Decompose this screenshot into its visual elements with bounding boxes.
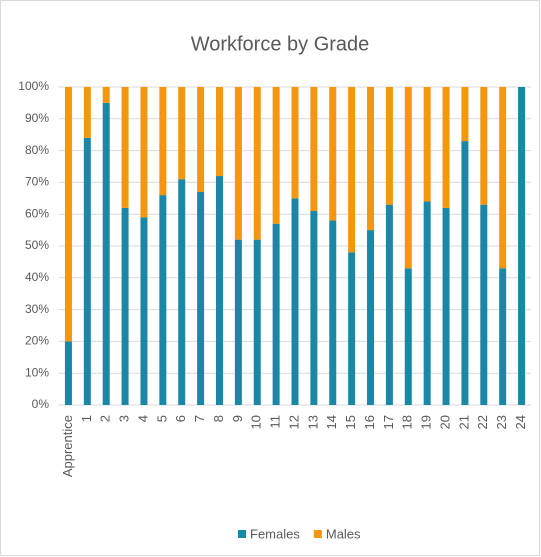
x-tick-label: 15 [343, 415, 358, 429]
bar-segment [215, 87, 223, 177]
bar-segment [499, 87, 507, 269]
legend-label: Females [250, 526, 300, 541]
legend-label: Males [326, 526, 361, 541]
bar-segment [291, 198, 299, 405]
x-tick-label: 5 [154, 415, 169, 422]
bar-segment [385, 87, 393, 205]
x-tick-label: 8 [211, 415, 226, 422]
bar-segment [234, 239, 242, 405]
x-tick-label: 11 [268, 415, 283, 429]
bar-segment [310, 211, 318, 405]
bar-segment [367, 230, 375, 405]
bar-segment [197, 191, 205, 405]
bar-segment [310, 87, 318, 212]
x-tick-label: 23 [494, 415, 509, 429]
legend-swatch [313, 530, 322, 538]
bar-segment [234, 87, 242, 240]
x-tick-label: 9 [230, 415, 245, 422]
y-tick-label: 40% [25, 270, 49, 284]
y-tick-label: 100% [18, 79, 49, 93]
y-tick-label: 10% [25, 365, 49, 379]
bar-segment [404, 268, 412, 405]
bar-segment [518, 87, 526, 405]
x-tick-label: 24 [513, 415, 528, 429]
x-tick-label: 7 [192, 415, 207, 422]
x-tick-label: 1 [79, 415, 94, 422]
x-tick-label: 22 [475, 415, 490, 429]
x-tick-label: 17 [381, 415, 396, 429]
bar-segment [253, 239, 261, 405]
bar-segment [291, 87, 299, 199]
y-tick-label: 0% [32, 397, 50, 411]
bar-segment [461, 87, 469, 142]
bar-segment [461, 141, 469, 405]
bar-segment [159, 195, 167, 405]
x-tick-label: 6 [173, 415, 188, 422]
y-tick-label: 70% [25, 175, 49, 189]
bar-segment [102, 102, 110, 406]
bar-segment [83, 87, 91, 138]
bar-segment [499, 268, 507, 405]
bar-segment [329, 87, 337, 221]
bar-segment [178, 87, 186, 180]
x-tick-label: 20 [437, 415, 452, 429]
x-tick-label: 19 [419, 415, 434, 429]
bar-segment [480, 87, 488, 205]
bar-segment [253, 87, 261, 240]
bar-segment [348, 252, 356, 405]
x-tick-label: 12 [286, 415, 301, 429]
bar-segment [64, 87, 72, 342]
bar-segment [178, 179, 186, 405]
x-tick-label: 13 [305, 415, 320, 429]
chart-title: Workforce by Grade [191, 33, 370, 55]
bar-segment [423, 201, 431, 405]
x-tick-label: 2 [98, 415, 113, 422]
bar-segment [348, 87, 356, 253]
x-tick-label: 4 [135, 415, 150, 422]
bar-segment [121, 207, 129, 405]
bar-segment [215, 176, 223, 405]
bar-segment [64, 341, 72, 405]
x-tick-label: 14 [324, 415, 339, 429]
y-tick-label: 80% [25, 143, 49, 157]
bar-segment [480, 204, 488, 405]
bar-segment [272, 223, 280, 405]
y-tick-label: 30% [25, 302, 49, 316]
bar-segment [140, 217, 148, 405]
bar-segment [329, 220, 337, 405]
bar-segment [367, 87, 375, 231]
y-tick-label: 60% [25, 206, 49, 220]
x-tick-label: Apprentice [60, 415, 75, 477]
y-tick-label: 20% [25, 334, 49, 348]
bar-segment [159, 87, 167, 196]
x-tick-label: 10 [249, 415, 264, 429]
bar-segment [197, 87, 205, 192]
legend-swatch [238, 530, 246, 538]
bar-segment [442, 207, 450, 405]
bar-segment [385, 204, 393, 405]
x-tick-label: 3 [117, 415, 132, 422]
x-tick-label: 16 [362, 415, 377, 429]
x-tick-label: 21 [456, 415, 471, 429]
bar-segment [83, 137, 91, 405]
y-tick-label: 90% [25, 111, 49, 125]
bar-segment [423, 87, 431, 202]
bar-segment [102, 87, 110, 103]
bar-segment [442, 87, 450, 208]
bar-segment [140, 87, 148, 218]
bar-segment [404, 87, 412, 269]
y-tick-label: 50% [25, 238, 49, 252]
x-tick-label: 18 [400, 415, 415, 429]
bar-segment [121, 87, 129, 208]
bar-segment [272, 87, 280, 224]
